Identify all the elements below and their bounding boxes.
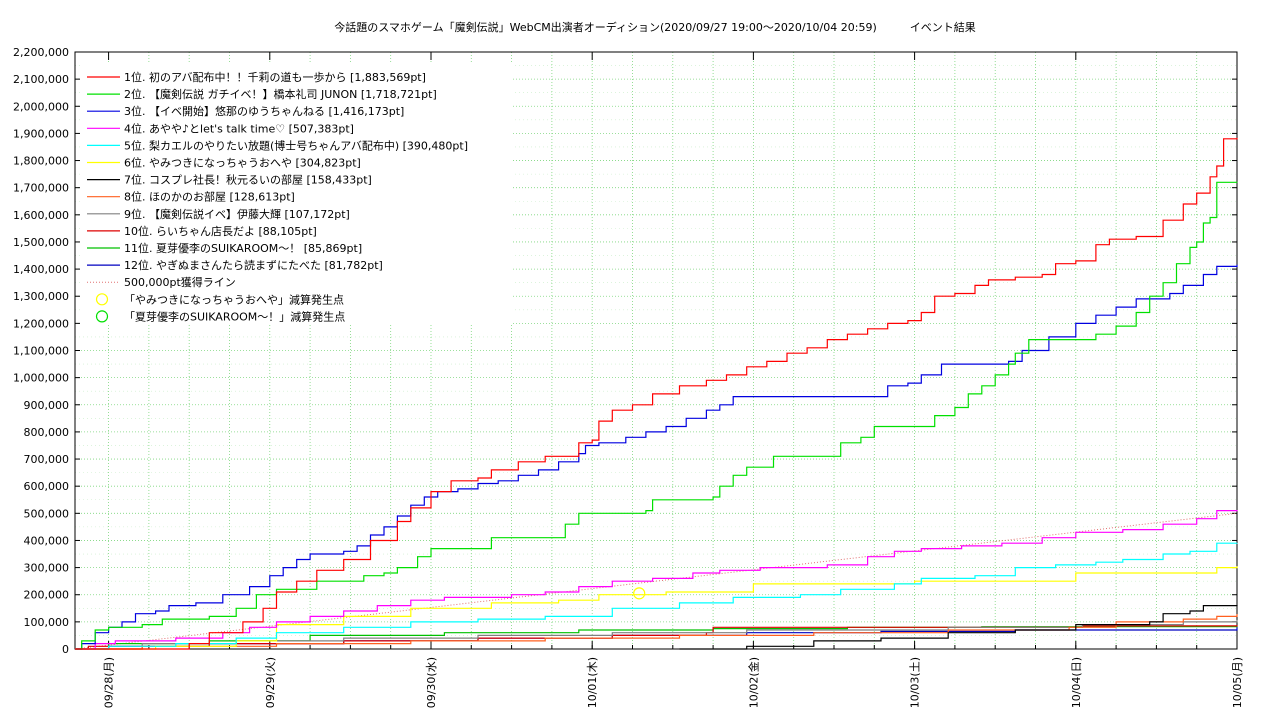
y-tick-label: 2,200,000 [13, 46, 69, 59]
y-tick-label: 300,000 [24, 562, 70, 575]
legend: 1位. 初のアバ配布中！！千莉の道も一歩から [1,883,569pt] 2位. … [80, 62, 512, 324]
y-tick-label: 600,000 [24, 480, 70, 493]
plot-frame [74, 51, 1238, 650]
series-line [75, 264, 1238, 650]
series-line [75, 542, 1238, 650]
legend-label: 11位. 夏芽優李のSUIKAROOM〜！ [85,869pt] [124, 241, 362, 255]
legend-label: 9位. 【魔剣伝説イベ】伊藤大輝 [107,172pt] [124, 207, 350, 221]
x-tick-label: 09/29(火) [264, 657, 277, 708]
x-tick-label: 09/28(月) [103, 657, 116, 708]
x-tick-label: 10/05(月) [1231, 657, 1244, 708]
legend-label: 6位. やみつきになっちゃうおへや [304,823pt] [124, 156, 361, 170]
series-line [75, 619, 1238, 650]
chart-title: 今話題のスマホゲーム「魔剣伝説」WebCM出演者オーディション(2020/09/… [334, 20, 976, 34]
y-tick-label: 1,300,000 [13, 290, 69, 303]
x-tick-label: 09/30(水) [425, 657, 438, 708]
y-tick-label: 1,900,000 [13, 127, 69, 140]
legend-marker [95, 293, 109, 306]
plot-area [74, 137, 1238, 650]
series-line [75, 137, 1238, 650]
x-tick-label: 10/02(金) [746, 657, 760, 708]
legend-label: 2位. 【魔剣伝説 ガチイベ！】橋本礼司 JUNON [1,718,721pt] [124, 87, 437, 101]
y-tick-label: 2,100,000 [13, 73, 69, 86]
x-tick-label: 10/01(木) [586, 657, 599, 708]
x-tick-label: 10/03(土) [909, 657, 922, 708]
legend-label: 7位. コスプレ社長！秋元るいの部屋 [158,433pt] [124, 173, 372, 187]
legend-label: 5位. 梨カエルのやりたい放題(博士号ちゃんアバ配布中) [390,480pt] [124, 138, 468, 152]
legend-label: 3位. 【イベ開始】悠那のゆうちゃんねる [1,416,173pt] [124, 104, 404, 118]
y-tick-label: 1,400,000 [13, 263, 69, 276]
y-tick-label: 900,000 [24, 399, 70, 412]
y-tick-label: 1,600,000 [13, 209, 69, 222]
y-tick-label: 700,000 [24, 453, 70, 466]
y-tick-label: 1,800,000 [13, 155, 69, 168]
y-tick-label: 800,000 [24, 426, 70, 439]
x-tick-label: 10/04(日) [1070, 657, 1083, 708]
y-tick-label: 400,000 [24, 534, 70, 547]
legend-marker [95, 310, 109, 323]
y-tick-label: 1,700,000 [13, 182, 69, 195]
legend-label: 「夏芽優李のSUIKAROOM〜！」減算発生点 [124, 309, 345, 323]
deduction-marker [633, 587, 646, 600]
series-line [75, 614, 1238, 650]
y-tick-label: 1,200,000 [13, 317, 69, 330]
y-tick-label: 1,100,000 [13, 345, 69, 358]
y-tick-label: 1,000,000 [13, 372, 69, 385]
series-line [75, 510, 1238, 650]
legend-label: 12位. やぎぬまさんたら読まずにたべた [81,782pt] [124, 258, 383, 272]
legend-label: 「やみつきになっちゃうおへや」減算発生点 [124, 292, 344, 306]
y-tick-label: 0 [62, 643, 69, 656]
legend-label: 8位. ほのかのお部屋 [128,613pt] [124, 190, 295, 204]
legend-label: 10位. らいちゃん店長だよ [88,105pt] [124, 224, 317, 238]
y-tick-label: 200,000 [24, 589, 70, 602]
legend-label: 500,000pt獲得ライン [124, 276, 236, 289]
axes: 0 100,000 200,000 300,000 400,000 500,000 600,… [13, 46, 1244, 708]
y-tick-label: 500,000 [24, 507, 70, 520]
legend-label: 1位. 初のアバ配布中！！千莉の道も一歩から [1,883,569pt] [124, 70, 426, 84]
y-tick-label: 1,500,000 [13, 236, 69, 249]
y-tick-label: 2,000,000 [13, 100, 69, 113]
legend-label: 4位. あやや♪とlet's talk time♡ [507,383pt] [124, 121, 354, 135]
legend-box [80, 62, 512, 324]
y-tick-label: 100,000 [24, 616, 70, 629]
series-line [679, 605, 1238, 650]
